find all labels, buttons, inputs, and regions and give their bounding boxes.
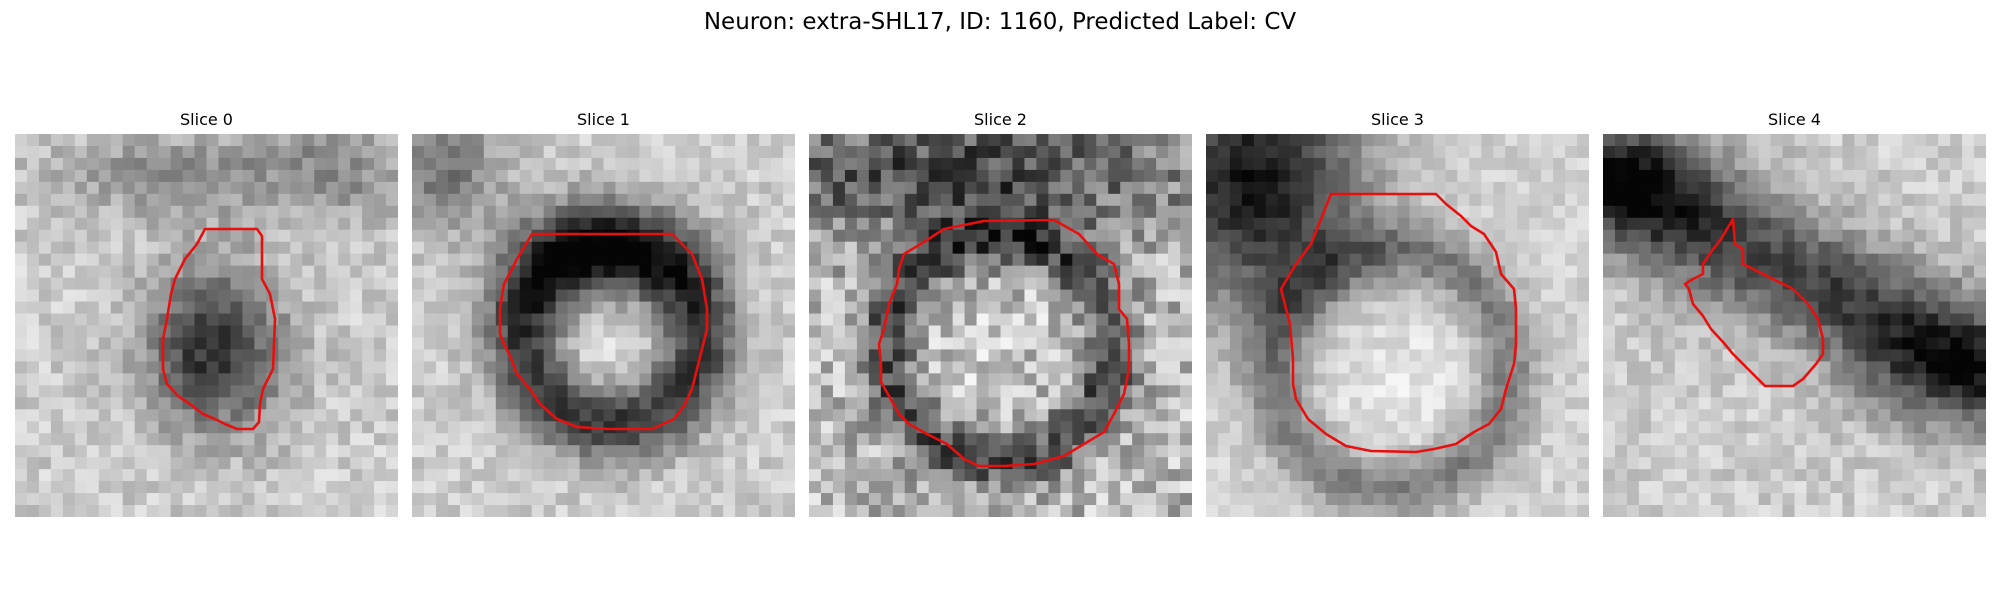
slice-2-title: Slice 2 [974, 110, 1027, 129]
slice-2-contour [877, 218, 1131, 468]
slice-0-contour [161, 227, 277, 431]
slice-1-title: Slice 1 [577, 110, 630, 129]
slice-0-image [15, 134, 398, 517]
slice-1-image [412, 134, 795, 517]
slice-2-image [809, 134, 1192, 517]
slice-3-image [1206, 134, 1589, 517]
slice-3-title: Slice 3 [1371, 110, 1424, 129]
slice-4-contour [1683, 217, 1825, 388]
slice-1-contour [498, 232, 709, 431]
slice-0-title: Slice 0 [180, 110, 233, 129]
slice-4-title: Slice 4 [1768, 110, 1821, 129]
slice-3-contour [1279, 192, 1518, 454]
figure-title: Neuron: extra-SHL17, ID: 1160, Predicted… [703, 9, 1297, 35]
slice-4-image [1603, 134, 1986, 517]
